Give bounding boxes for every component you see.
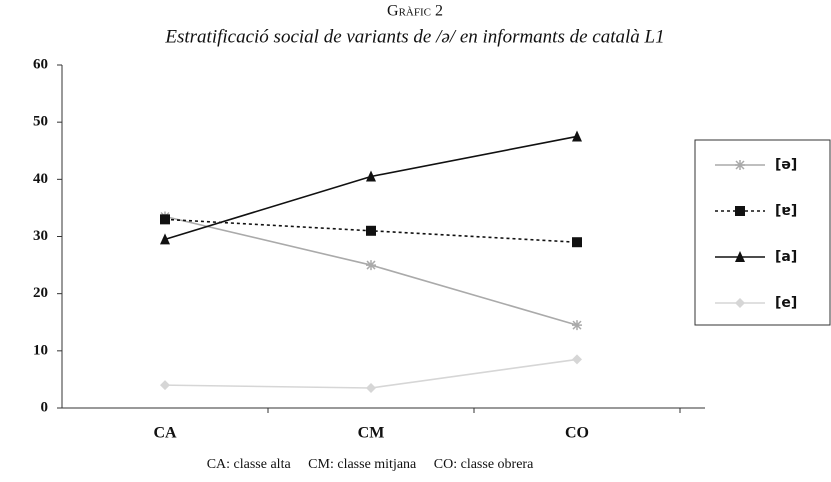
marker (160, 233, 170, 245)
x-tick-label: CM (358, 425, 385, 442)
legend-label: [a] (775, 249, 797, 265)
marker (572, 354, 582, 365)
marker (366, 225, 376, 236)
y-tick-label: 0 (41, 399, 49, 415)
marker (735, 298, 745, 308)
y-tick-label: 40 (33, 171, 48, 187)
legend-label: [ɐ] (775, 203, 797, 219)
marker (572, 130, 582, 142)
x-tick-label: CO (565, 425, 589, 442)
legend-label: [ə] (775, 157, 797, 173)
marker (572, 237, 582, 248)
marker (160, 214, 170, 225)
chart-title: Gràfic 2 (387, 3, 443, 20)
marker (572, 320, 582, 331)
y-tick-label: 20 (33, 285, 48, 301)
y-tick-label: 60 (33, 56, 48, 72)
legend-label: [e] (775, 295, 797, 311)
marker (366, 170, 376, 182)
marker (160, 380, 170, 391)
y-tick-label: 30 (33, 228, 48, 244)
note: CA: classe alta CM: classe mitjana CO: c… (207, 457, 534, 472)
marker (735, 206, 745, 216)
chart-subtitle: Estratificació social de variants de /ə/… (164, 26, 664, 47)
marker (366, 260, 376, 271)
x-tick-label: CA (153, 425, 177, 442)
marker (735, 160, 745, 170)
y-tick-label: 10 (33, 342, 48, 358)
marker (366, 382, 376, 393)
y-tick-label: 50 (33, 114, 48, 130)
legend-box (694, 139, 831, 326)
series-line (164, 135, 578, 241)
marker (735, 251, 745, 262)
